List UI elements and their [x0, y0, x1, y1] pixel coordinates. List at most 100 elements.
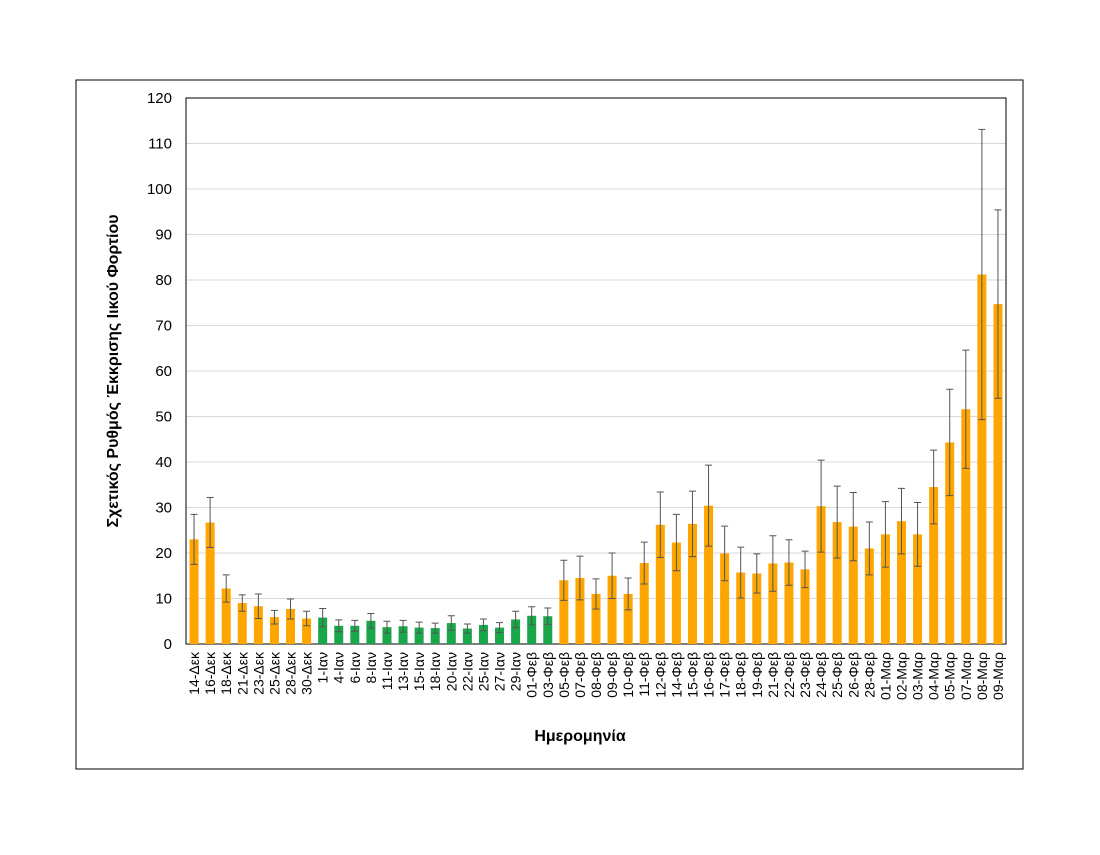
bar — [977, 274, 987, 644]
bar — [896, 521, 906, 644]
error-bar — [479, 618, 487, 632]
bar — [334, 625, 344, 644]
y-tick-label: 10 — [155, 591, 172, 608]
x-tick-label: 30-Δεκ — [299, 651, 315, 695]
bar — [864, 548, 874, 644]
x-tick-label: 04-Μαρ — [926, 652, 942, 700]
bar — [511, 619, 521, 644]
bar — [832, 522, 842, 644]
error-bar — [447, 615, 455, 631]
x-tick-label: 07-Φεβ — [572, 652, 588, 698]
bar — [253, 606, 263, 644]
bar — [655, 524, 665, 644]
error-bar — [560, 559, 568, 601]
y-tick-label: 70 — [155, 318, 172, 335]
x-tick-label: 14-Φεβ — [668, 652, 684, 698]
bar — [736, 572, 746, 644]
error-bar — [914, 501, 922, 567]
error-bar — [528, 606, 536, 626]
error-bar — [222, 574, 230, 603]
error-bar — [817, 459, 825, 553]
error-bar — [238, 594, 246, 612]
x-tick-label: 10-Φεβ — [620, 652, 636, 698]
error-bar — [287, 598, 295, 620]
x-tick-label: 09-Φεβ — [604, 652, 620, 698]
y-tick-label: 40 — [155, 454, 172, 471]
x-tick-label: 21-Φεβ — [765, 652, 781, 698]
error-bar — [785, 539, 793, 586]
bar — [543, 616, 553, 644]
x-tick-label: 08-Φεβ — [588, 652, 604, 698]
x-tick-label: 13-Ιαν — [395, 652, 411, 691]
error-bar — [656, 491, 664, 559]
x-tick-label: 18-Φεβ — [733, 652, 749, 698]
x-tick-label: 07-Μαρ — [958, 652, 974, 700]
x-tick-label: 19-Φεβ — [749, 652, 765, 698]
error-bar — [351, 619, 359, 632]
error-bar — [303, 610, 311, 627]
bar — [221, 588, 231, 644]
bar — [816, 506, 826, 644]
x-tick-label: 8-Ιαν — [363, 652, 379, 683]
bar — [945, 442, 955, 644]
x-tick-label: 14-Δεκ — [186, 651, 202, 695]
x-tick-label: 21-Δεκ — [234, 651, 250, 695]
error-bar — [624, 577, 632, 611]
bar — [848, 526, 858, 644]
x-tick-label: 09-Μαρ — [990, 652, 1006, 700]
y-tick-label: 30 — [155, 500, 172, 517]
bar — [430, 628, 440, 644]
error-bar — [608, 552, 616, 599]
x-tick-label: 12-Φεβ — [652, 652, 668, 698]
y-tick-label: 0 — [164, 636, 172, 653]
x-tick-label: 20-Ιαν — [443, 652, 459, 691]
error-bar — [672, 513, 680, 572]
bar — [495, 627, 505, 644]
error-bar — [688, 490, 696, 558]
bar — [880, 534, 890, 644]
x-tick-label: 22-Ιαν — [459, 652, 475, 691]
error-bar — [930, 449, 938, 525]
error-bar — [640, 541, 648, 585]
x-tick-label: 4-Ιαν — [331, 652, 347, 683]
x-tick-label: 28-Φεβ — [861, 652, 877, 698]
y-tick-label: 80 — [155, 272, 172, 289]
x-tick-label: 27-Ιαν — [492, 652, 508, 691]
error-bar — [705, 464, 713, 547]
error-bar — [849, 491, 857, 562]
x-tick-label: 23-Φεβ — [797, 652, 813, 698]
error-bar — [721, 525, 729, 582]
x-tick-label: 11-Φεβ — [636, 652, 652, 697]
y-tick-label: 110 — [148, 136, 172, 153]
x-tick-label: 6-Ιαν — [347, 652, 363, 683]
x-tick-label: 15-Φεβ — [684, 652, 700, 698]
error-bar — [946, 388, 954, 497]
x-tick-label: 25-Δεκ — [266, 651, 282, 695]
error-bar — [978, 128, 986, 421]
x-tick-label: 05-Φεβ — [556, 652, 572, 698]
error-bar — [190, 513, 198, 565]
bar — [237, 603, 247, 644]
bar — [591, 593, 601, 644]
bar — [929, 487, 939, 644]
bar — [784, 562, 794, 644]
bar — [768, 563, 778, 644]
x-tick-label: 16-Φεβ — [701, 652, 717, 698]
bar — [189, 539, 199, 644]
bar — [607, 575, 617, 644]
error-bar — [544, 607, 552, 625]
chart-border — [75, 79, 1024, 770]
bar — [575, 578, 585, 644]
bar — [961, 409, 971, 644]
error-bar — [512, 610, 520, 629]
bar — [398, 626, 408, 644]
bar — [269, 617, 279, 644]
x-tick-label: 03-Μαρ — [910, 652, 926, 700]
bar — [704, 505, 714, 644]
x-tick-label: 18-Ιαν — [427, 652, 443, 691]
bar — [302, 618, 312, 644]
error-bar — [431, 622, 439, 634]
y-tick-label: 20 — [155, 545, 172, 562]
x-tick-label: 22-Φεβ — [781, 652, 797, 698]
